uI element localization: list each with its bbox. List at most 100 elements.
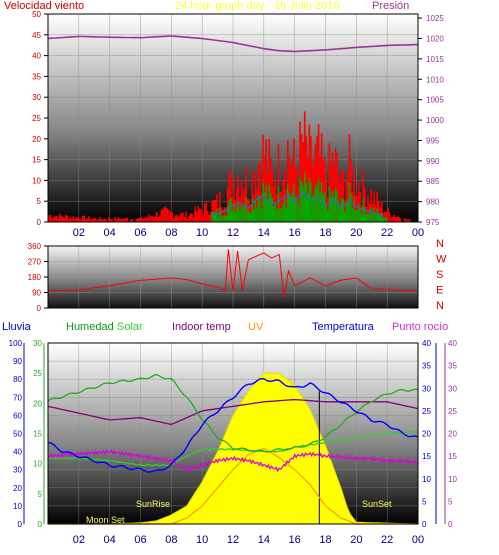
wind-bar xyxy=(359,192,362,222)
direction-line-path xyxy=(47,249,418,298)
wind-bar xyxy=(209,211,212,222)
frame xyxy=(47,342,419,525)
wind-bar xyxy=(370,189,372,222)
y-tick-label-left: 45 xyxy=(32,31,41,40)
y-tick-label: 90 xyxy=(32,289,41,298)
wind-bar xyxy=(379,207,382,222)
wind-bar xyxy=(253,194,255,222)
dew-tick-label: 40 xyxy=(448,339,457,348)
wind-bar xyxy=(211,200,214,222)
gust-bar xyxy=(344,212,346,222)
rain-tick-label: 60 xyxy=(13,411,22,420)
wind-bar xyxy=(109,219,112,222)
gust-bar xyxy=(219,208,221,222)
gust-bar xyxy=(360,214,363,222)
gust-bar xyxy=(251,198,254,222)
wind-bar xyxy=(276,194,278,222)
wind-bar xyxy=(249,203,252,222)
gust-bar xyxy=(325,203,328,222)
wind-bar xyxy=(146,217,149,222)
gust-bar xyxy=(357,204,360,222)
wind-bar xyxy=(374,204,377,222)
gust-bar xyxy=(307,192,309,222)
gust-bar xyxy=(248,211,251,222)
wind-bar xyxy=(285,189,288,222)
x-tick-label: 12 xyxy=(227,534,239,546)
wind-bar xyxy=(175,215,178,222)
wind-bar xyxy=(68,219,70,222)
gust-bar xyxy=(322,194,325,222)
wind-bar xyxy=(296,168,298,222)
temp-tick-label: 0 xyxy=(422,520,427,529)
wind-bar xyxy=(320,133,323,222)
wind-bar xyxy=(117,217,119,222)
temp-tick-label: 15 xyxy=(422,452,431,461)
gust-bar xyxy=(265,184,267,222)
wind-bar xyxy=(381,201,383,222)
wind-bar xyxy=(300,133,303,222)
wind-bar xyxy=(208,214,210,222)
gust-bar xyxy=(317,178,320,222)
wind-bar xyxy=(319,156,321,222)
x-tick-label: 20 xyxy=(350,534,362,546)
gust-bar xyxy=(311,197,314,222)
wind-bar xyxy=(111,219,113,222)
gust-bar xyxy=(246,211,249,222)
wind-bar xyxy=(81,215,84,222)
rain-tick-label: 30 xyxy=(13,466,22,475)
gust-bar xyxy=(381,212,383,222)
gust-bar xyxy=(239,210,241,222)
wind-bar xyxy=(286,140,289,222)
solar-tick-label: 15 xyxy=(33,430,42,439)
wind-bar xyxy=(148,214,150,222)
gust-bar xyxy=(294,197,297,222)
wind-bar xyxy=(243,187,246,222)
gust-bar xyxy=(370,207,372,222)
wind-bar xyxy=(71,218,73,222)
wind-bar xyxy=(259,164,261,222)
gust-bar xyxy=(225,215,227,222)
wind-bar xyxy=(85,219,87,222)
wind-bar xyxy=(254,172,257,222)
avg-wind-line xyxy=(209,191,384,218)
gust-bar xyxy=(240,203,243,222)
gust-bar xyxy=(308,178,311,222)
wind-bar xyxy=(57,218,59,222)
wind-bar xyxy=(123,219,126,222)
temp-tick-label: 30 xyxy=(422,384,431,393)
sunset-marker: SunSet xyxy=(362,499,392,509)
wind-bar xyxy=(228,173,230,222)
x-tick-label: 06 xyxy=(134,227,146,239)
x-tick-label: 02 xyxy=(73,227,85,239)
wind-bar xyxy=(310,136,312,222)
gust-bar xyxy=(262,182,264,222)
solar-tick-label: 20 xyxy=(33,399,42,408)
gust-bar xyxy=(216,209,218,222)
gust-bar xyxy=(271,197,274,222)
wind-bar xyxy=(135,219,138,222)
wind-bar xyxy=(129,219,132,222)
dew-tick-label: 5 xyxy=(448,497,453,506)
gust-bar xyxy=(359,208,362,222)
wind-bar xyxy=(163,206,166,222)
gust-bar xyxy=(373,207,375,222)
y-tick-label-right: 980 xyxy=(426,198,440,207)
dew-tick-label: 15 xyxy=(448,452,457,461)
wind-bar xyxy=(367,195,369,222)
x-tick-label: 06 xyxy=(134,534,146,546)
wind-bar xyxy=(89,219,92,222)
x-tick-label: 10 xyxy=(196,227,208,239)
compass-label: W xyxy=(436,254,447,266)
gust-bar xyxy=(299,176,301,222)
gust-bar xyxy=(328,186,331,222)
gust-bar xyxy=(236,206,238,222)
solar-tick-label: 0 xyxy=(38,520,43,529)
wind-bar xyxy=(189,213,192,222)
wind-bar xyxy=(125,217,127,222)
wind-bars xyxy=(48,111,411,222)
gust-bar xyxy=(342,199,345,222)
wind-bar xyxy=(145,217,147,222)
legend-rain: Lluvia xyxy=(2,321,32,333)
